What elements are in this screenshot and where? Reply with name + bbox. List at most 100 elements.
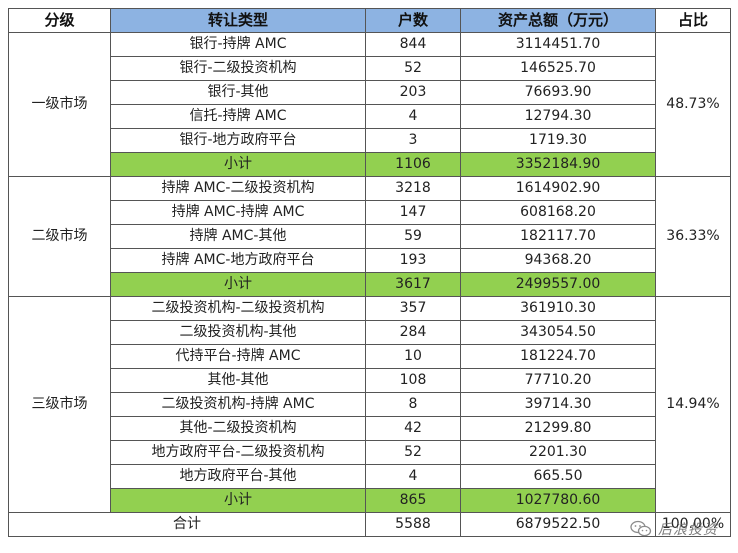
transfer-type-cell: 持牌 AMC-二级投资机构 (110, 176, 366, 201)
table-row: 地方政府平台-其他 4 665.50 (9, 464, 731, 489)
table-row: 其他-二级投资机构 42 21299.80 (9, 416, 731, 441)
count-cell: 52 (365, 440, 461, 465)
count-cell: 284 (365, 320, 461, 345)
table-row: 持牌 AMC-持牌 AMC 147 608168.20 (9, 200, 731, 225)
subtotal-row: 小计 865 1027780.60 (9, 488, 731, 513)
watermark-text: 后浪投资 (658, 522, 718, 538)
transfer-type-cell: 其他-其他 (110, 368, 366, 393)
table-row: 其他-其他 108 77710.20 (9, 368, 731, 393)
count-cell: 203 (365, 80, 461, 105)
header-assets: 资产总额（万元） (460, 8, 656, 33)
subtotal-label: 小计 (110, 152, 366, 177)
subtotal-label: 小计 (110, 488, 366, 513)
count-cell: 3218 (365, 176, 461, 201)
header-share: 占比 (655, 8, 731, 33)
wechat-icon (630, 520, 652, 537)
assets-cell: 182117.70 (460, 224, 656, 249)
transfer-type-cell: 银行-其他 (110, 80, 366, 105)
table-row: 二级市场 持牌 AMC-二级投资机构 3218 1614902.90 36.33… (8, 176, 731, 297)
total-row: 合计 5588 6879522.50 100.00% (8, 512, 731, 537)
subtotal-label: 小计 (110, 272, 366, 297)
table-row: 持牌 AMC-地方政府平台 193 94368.20 (9, 248, 731, 273)
table-row: 银行-二级投资机构 52 146525.70 (9, 56, 731, 81)
assets-cell: 343054.50 (460, 320, 656, 345)
assets-cell: 1719.30 (460, 128, 656, 153)
assets-cell: 2201.30 (460, 440, 656, 465)
transfer-type-cell: 地方政府平台-二级投资机构 (110, 440, 366, 465)
transfer-type-cell: 银行-二级投资机构 (110, 56, 366, 81)
count-cell: 108 (365, 368, 461, 393)
subtotal-assets: 1027780.60 (460, 488, 656, 513)
count-cell: 42 (365, 416, 461, 441)
subtotal-count: 865 (365, 488, 461, 513)
assets-cell: 77710.20 (460, 368, 656, 393)
count-cell: 193 (365, 248, 461, 273)
count-cell: 8 (365, 392, 461, 417)
share-cell: 14.94% (655, 296, 731, 513)
transfer-type-cell: 银行-持牌 AMC (110, 32, 366, 57)
asset-transfer-table: 分级 转让类型 户数 资产总额（万元） 占比 一级市场 银行-持牌 AMC 84… (8, 8, 731, 537)
transfer-type-cell: 持牌 AMC-地方政府平台 (110, 248, 366, 273)
transfer-type-cell: 持牌 AMC-持牌 AMC (110, 200, 366, 225)
table-row: 银行-地方政府平台 3 1719.30 (9, 128, 731, 153)
assets-cell: 608168.20 (460, 200, 656, 225)
subtotal-row: 小计 1106 3352184.90 (9, 152, 731, 177)
market-level-cell: 三级市场 (8, 296, 111, 513)
market-level-cell: 二级市场 (8, 176, 111, 297)
subtotal-row: 小计 3617 2499557.00 (9, 272, 731, 297)
market-level-cell: 一级市场 (8, 32, 111, 177)
assets-cell: 39714.30 (460, 392, 656, 417)
subtotal-count: 1106 (365, 152, 461, 177)
transfer-type-cell: 二级投资机构-持牌 AMC (110, 392, 366, 417)
table-row: 持牌 AMC-其他 59 182117.70 (9, 224, 731, 249)
table-row: 信托-持牌 AMC 4 12794.30 (9, 104, 731, 129)
count-cell: 10 (365, 344, 461, 369)
total-count: 5588 (365, 512, 461, 537)
total-share: 100.00% (655, 512, 731, 537)
transfer-type-cell: 二级投资机构-二级投资机构 (110, 296, 366, 321)
assets-cell: 12794.30 (460, 104, 656, 129)
transfer-type-cell: 银行-地方政府平台 (110, 128, 366, 153)
header-level: 分级 (8, 8, 111, 33)
share-cell: 48.73% (655, 32, 731, 177)
count-cell: 4 (365, 464, 461, 489)
count-cell: 4 (365, 104, 461, 129)
subtotal-assets: 3352184.90 (460, 152, 656, 177)
assets-cell: 146525.70 (460, 56, 656, 81)
watermark: 后浪投资 (630, 519, 718, 539)
count-cell: 357 (365, 296, 461, 321)
table-row: 二级投资机构-其他 284 343054.50 (9, 320, 731, 345)
transfer-type-cell: 其他-二级投资机构 (110, 416, 366, 441)
count-cell: 52 (365, 56, 461, 81)
subtotal-assets: 2499557.00 (460, 272, 656, 297)
assets-cell: 21299.80 (460, 416, 656, 441)
count-cell: 844 (365, 32, 461, 57)
header-type: 转让类型 (110, 8, 366, 33)
transfer-type-cell: 信托-持牌 AMC (110, 104, 366, 129)
subtotal-count: 3617 (365, 272, 461, 297)
assets-cell: 361910.30 (460, 296, 656, 321)
transfer-type-cell: 持牌 AMC-其他 (110, 224, 366, 249)
count-cell: 147 (365, 200, 461, 225)
assets-cell: 1614902.90 (460, 176, 656, 201)
assets-cell: 94368.20 (460, 248, 656, 273)
table-row: 代持平台-持牌 AMC 10 181224.70 (9, 344, 731, 369)
header-row: 分级 转让类型 户数 资产总额（万元） 占比 (8, 8, 731, 33)
header-count: 户数 (365, 8, 461, 33)
table-row: 银行-其他 203 76693.90 (9, 80, 731, 105)
total-assets: 6879522.50 (460, 512, 656, 537)
table-row: 三级市场 二级投资机构-二级投资机构 357 361910.30 14.94% (8, 296, 731, 513)
share-cell: 36.33% (655, 176, 731, 297)
assets-cell: 3114451.70 (460, 32, 656, 57)
transfer-type-cell: 地方政府平台-其他 (110, 464, 366, 489)
assets-cell: 76693.90 (460, 80, 656, 105)
count-cell: 59 (365, 224, 461, 249)
transfer-type-cell: 二级投资机构-其他 (110, 320, 366, 345)
assets-cell: 181224.70 (460, 344, 656, 369)
table-row: 二级投资机构-持牌 AMC 8 39714.30 (9, 392, 731, 417)
table-row: 一级市场 银行-持牌 AMC 844 3114451.70 48.73% (8, 32, 731, 177)
transfer-type-cell: 代持平台-持牌 AMC (110, 344, 366, 369)
table-row: 地方政府平台-二级投资机构 52 2201.30 (9, 440, 731, 465)
count-cell: 3 (365, 128, 461, 153)
total-label: 合计 (8, 512, 366, 537)
